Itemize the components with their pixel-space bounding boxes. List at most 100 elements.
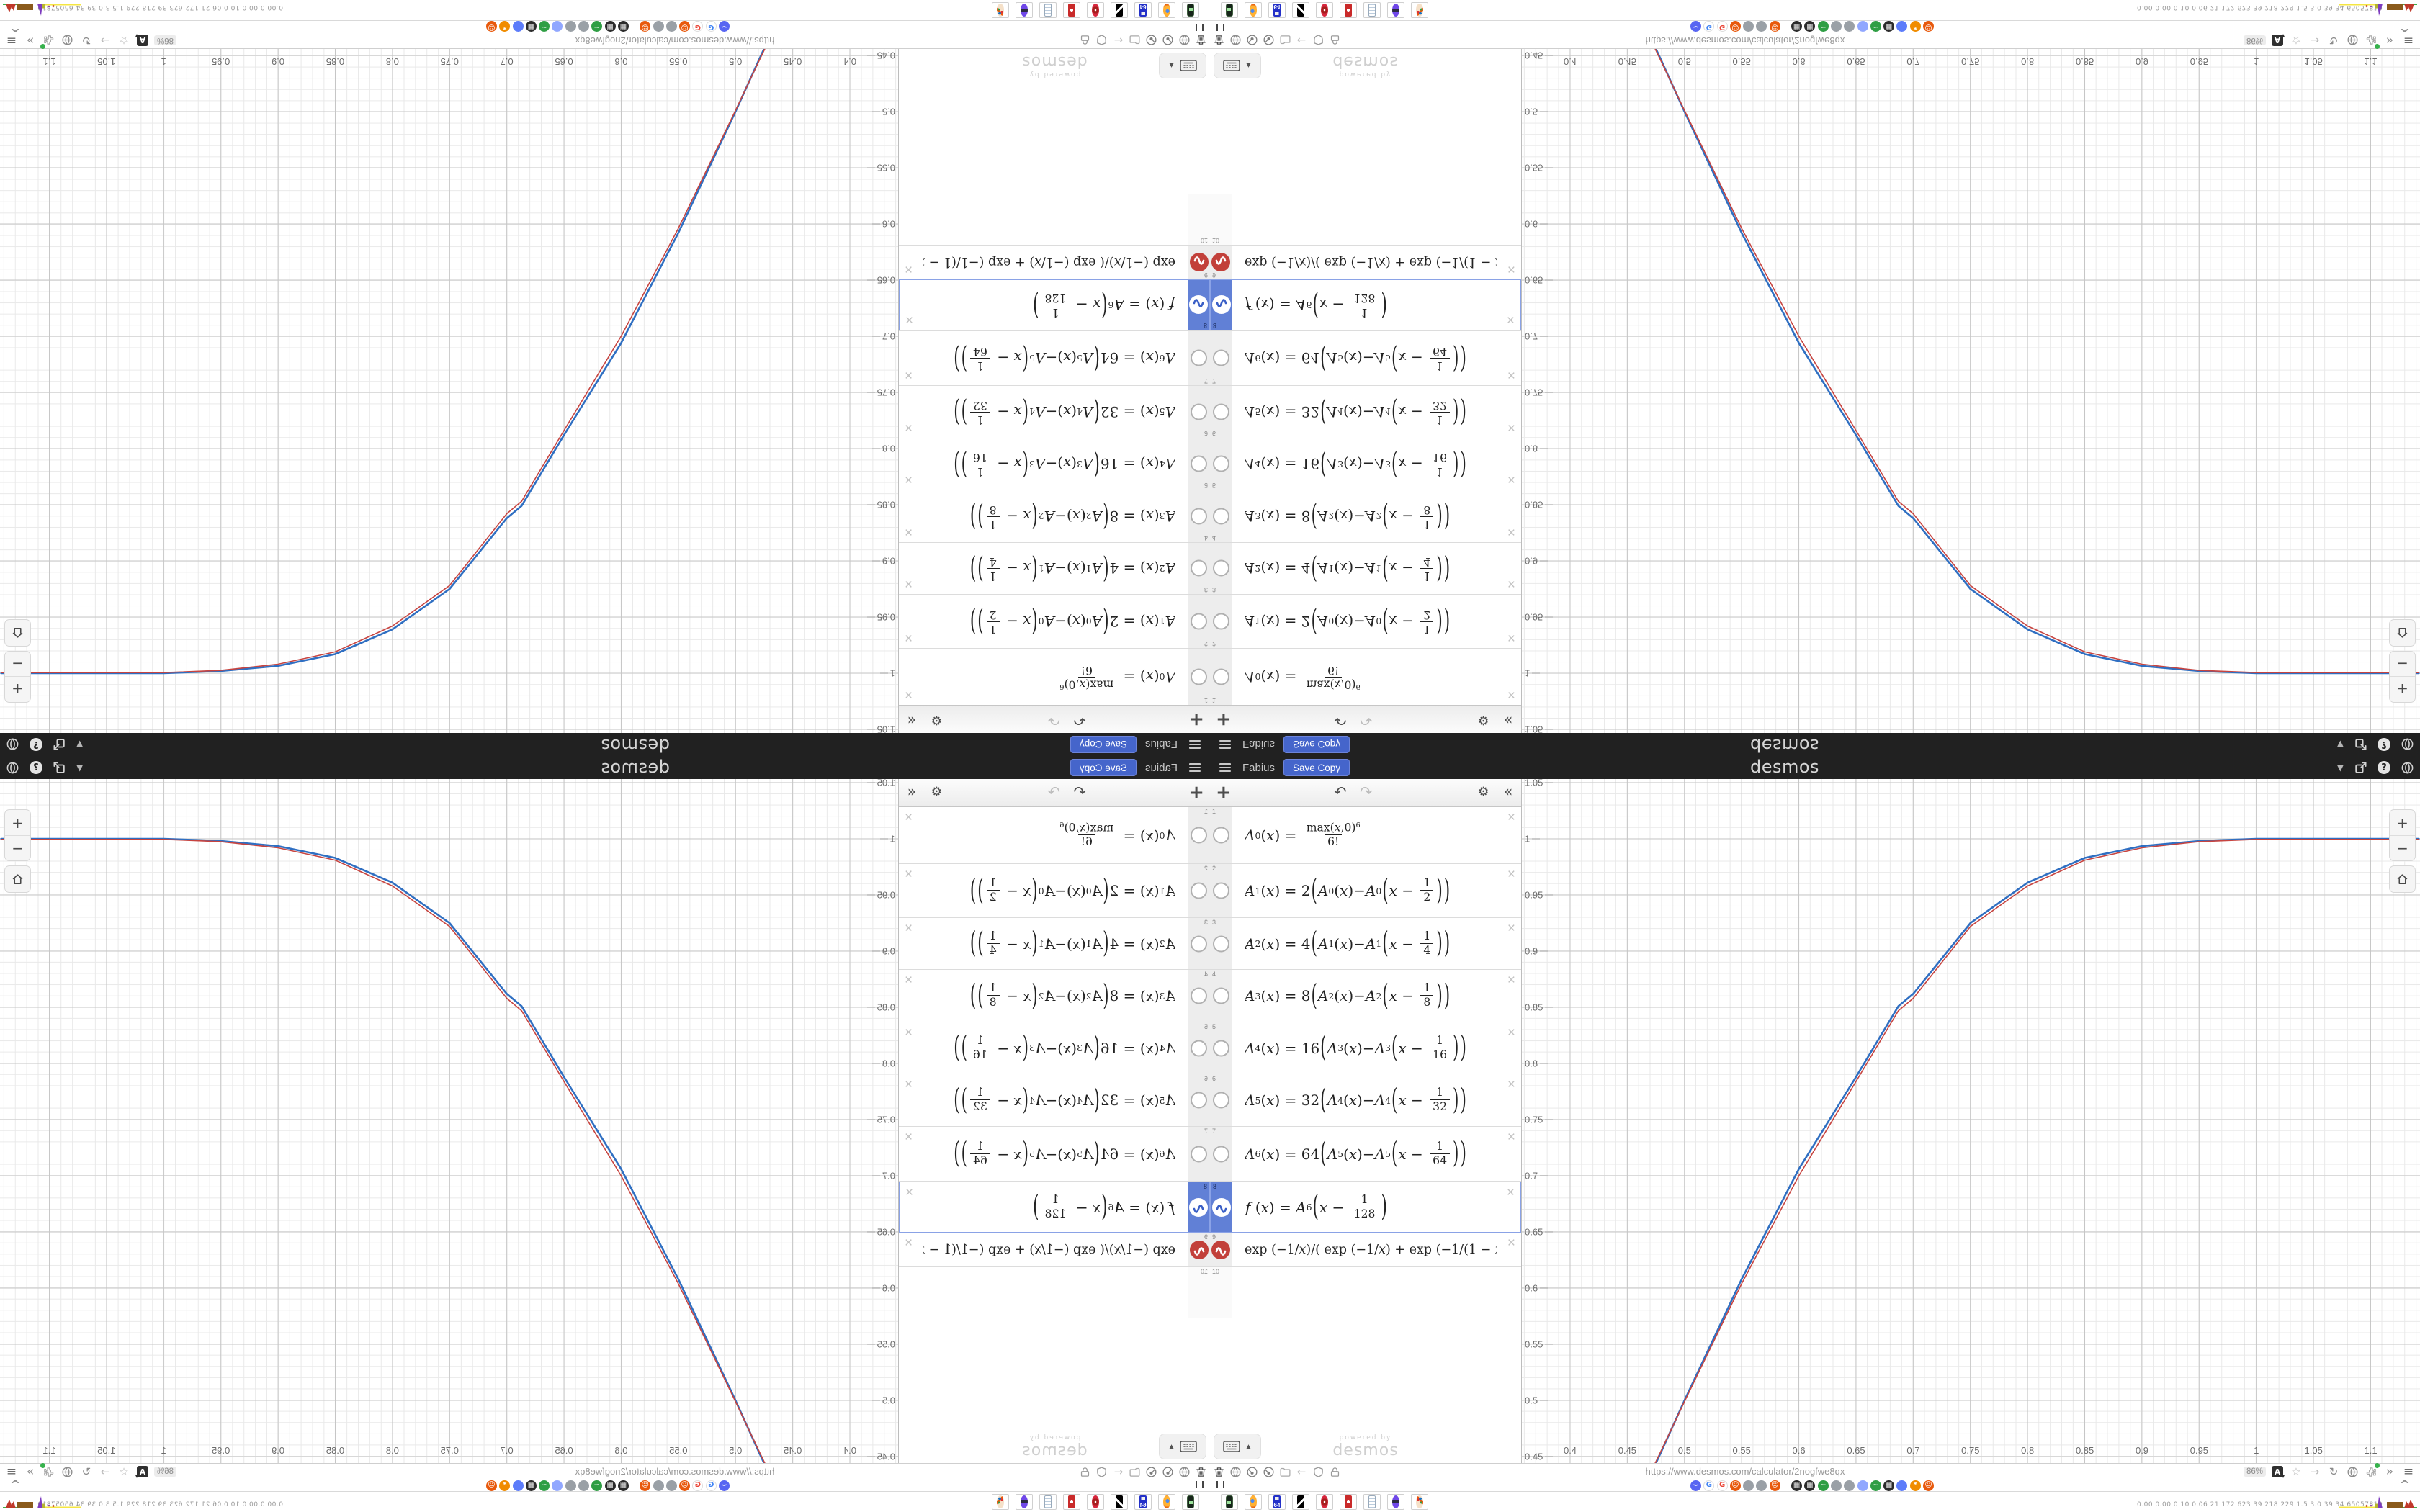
expression-math[interactable]: A 1(x) = 2(A 0(x)− A 0(x − 1 2)) bbox=[969, 604, 1175, 639]
globe-outline-icon[interactable] bbox=[2345, 33, 2360, 48]
tab-favicon[interactable]: ☺ bbox=[1923, 1480, 1935, 1491]
expression-row[interactable]: 2 A 1(x) = 2(A 0(x)− A 0(x − 1 2)) × bbox=[899, 594, 1210, 648]
tab-favicon[interactable] bbox=[578, 21, 590, 32]
expression-row[interactable]: 3 A 2(x) = 4(A 1(x)− A 1(x − 1 4)) × bbox=[899, 918, 1210, 970]
url-text[interactable]: https://www.desmos.com/calculator/2nogfw… bbox=[575, 35, 775, 46]
expression-math[interactable]: A 3(x) = 8(A 2(x)− A 2(x − 1 8)) bbox=[969, 499, 1175, 534]
curve[interactable] bbox=[0, 49, 788, 673]
trash-icon[interactable] bbox=[1211, 33, 1226, 48]
c64-floppy-icon[interactable]: 64 bbox=[1268, 2, 1286, 18]
tab-favicon[interactable]: ▦ bbox=[604, 1480, 616, 1491]
red-gear-circle-icon[interactable] bbox=[1087, 2, 1104, 18]
hidden-plot-circle-icon[interactable] bbox=[1191, 1040, 1207, 1056]
delete-expression-icon[interactable]: × bbox=[905, 1025, 913, 1040]
shield-icon[interactable] bbox=[1095, 1464, 1109, 1479]
expression-row[interactable]: 5 A 4(x) = 16(A 3(x)− A 3(x − 1 16)) × bbox=[1210, 438, 1521, 490]
expression-row[interactable]: 7 A 6(x) = 64(A 5(x)− A 5(x − 1 64)) × bbox=[1210, 1127, 1521, 1182]
expression-row[interactable]: 6 A 5(x) = 32(A 4(x)− A 4(x − 1 32)) × bbox=[1210, 385, 1521, 438]
puzzle-icon[interactable] bbox=[2364, 33, 2380, 49]
curve[interactable] bbox=[0, 49, 788, 675]
hidden-plot-circle-icon[interactable] bbox=[1213, 1092, 1229, 1109]
expression-row[interactable]: 6 A 5(x) = 32(A 4(x)− A 4(x − 1 32)) × bbox=[1210, 1074, 1521, 1127]
collapse-panel-button[interactable]: « bbox=[1504, 783, 1513, 800]
gauge-icon[interactable] bbox=[1245, 1464, 1259, 1479]
help-icon[interactable]: ? bbox=[2378, 761, 2390, 774]
globe-outline-icon[interactable] bbox=[1228, 1464, 1242, 1479]
expression-math[interactable]: f (x) = A 6(x − 1 128) bbox=[1033, 288, 1175, 322]
expression-math[interactable]: A 3(x) = 8(A 2(x)− A 2(x − 1 8)) bbox=[1245, 978, 1451, 1013]
delete-expression-icon[interactable]: × bbox=[1507, 687, 1515, 702]
red-gear-box-icon[interactable] bbox=[1063, 1494, 1080, 1510]
tab-favicon[interactable]: G bbox=[1703, 21, 1715, 32]
terminal-emulator-icon[interactable] bbox=[1182, 2, 1199, 18]
tab-favicon[interactable]: ▦ bbox=[1883, 21, 1895, 32]
save-copy-button[interactable]: Save Copy bbox=[1070, 736, 1137, 753]
tab-favicon[interactable]: ~ bbox=[1817, 1480, 1829, 1491]
expression-row[interactable]: 8 f (x) = A 6(x − 1 128) × bbox=[1210, 279, 1521, 330]
expression-row[interactable]: 10 bbox=[899, 194, 1210, 245]
c64-floppy-icon[interactable]: 64 bbox=[1134, 2, 1152, 18]
terminal-emulator-icon[interactable] bbox=[1221, 1494, 1238, 1510]
delete-expression-icon[interactable]: × bbox=[905, 367, 913, 382]
red-gear-circle-icon[interactable] bbox=[1316, 1494, 1333, 1510]
expression-row[interactable]: 10 bbox=[1210, 1267, 1521, 1318]
palette-icon[interactable] bbox=[1411, 2, 1428, 18]
tab-favicon[interactable]: ▦ bbox=[1804, 21, 1816, 32]
lock-icon[interactable] bbox=[1327, 1464, 1342, 1479]
palette-icon[interactable] bbox=[992, 1494, 1009, 1510]
delete-expression-icon[interactable]: × bbox=[1507, 524, 1515, 539]
delete-expression-icon[interactable]: × bbox=[905, 1236, 913, 1251]
delete-expression-icon[interactable]: × bbox=[1507, 867, 1515, 882]
globe-icon[interactable] bbox=[6, 738, 19, 752]
expression-row[interactable]: 1 A 0(x) = max(x,0)6 6! × bbox=[899, 807, 1210, 864]
tab-favicon[interactable] bbox=[552, 1480, 563, 1491]
redo-button[interactable]: ↷ bbox=[1360, 783, 1373, 801]
expression-row[interactable]: 4 A 3(x) = 8(A 2(x)− A 2(x − 1 8)) × bbox=[899, 490, 1210, 542]
terminal-emulator-icon[interactable] bbox=[1182, 1494, 1199, 1510]
delete-expression-icon[interactable]: × bbox=[905, 973, 913, 988]
chevron-down-icon[interactable]: ▼ bbox=[2336, 739, 2344, 750]
tab-favicon[interactable]: ▦ bbox=[617, 1480, 629, 1491]
tab-favicon[interactable]: ~ bbox=[1870, 21, 1881, 32]
tab-favicon[interactable]: ☺ bbox=[485, 1480, 497, 1491]
expression-row[interactable]: 5 A 4(x) = 16(A 3(x)− A 3(x − 1 16)) × bbox=[1210, 1022, 1521, 1074]
delete-expression-icon[interactable]: × bbox=[1507, 810, 1515, 825]
translate-icon[interactable]: A bbox=[2270, 1464, 2285, 1480]
puzzle-icon[interactable] bbox=[2364, 1463, 2380, 1479]
arrow-right-icon[interactable]: → bbox=[100, 1464, 110, 1478]
hidden-plot-circle-icon[interactable] bbox=[1191, 987, 1207, 1004]
wolf-icon[interactable] bbox=[1292, 1494, 1309, 1510]
curve[interactable] bbox=[1633, 837, 2420, 1463]
menu-icon[interactable]: ≡ bbox=[2403, 33, 2414, 48]
expression-math[interactable]: A 2(x) = 4(A 1(x)− A 1(x − 1 4)) bbox=[969, 927, 1175, 960]
expression-row[interactable]: 1 A 0(x) = max(x,0)6 6! × bbox=[899, 648, 1210, 705]
hidden-plot-circle-icon[interactable] bbox=[1191, 560, 1207, 577]
expression-math[interactable]: A 0(x) = max(x,0)6 6! bbox=[1245, 821, 1361, 849]
shield-icon[interactable] bbox=[1311, 33, 1325, 48]
tab-favicon[interactable]: G bbox=[1716, 1480, 1728, 1491]
chevrons-icon[interactable]: » bbox=[2385, 1464, 2394, 1479]
expression-row[interactable]: 7 A 6(x) = 64(A 5(x)− A 5(x − 1 64)) × bbox=[1210, 330, 1521, 385]
delete-expression-icon[interactable]: × bbox=[1507, 973, 1515, 988]
share-icon[interactable] bbox=[2354, 738, 2367, 752]
tab-favicon[interactable]: ☺ bbox=[1769, 21, 1780, 32]
tab-favicon[interactable]: ~ bbox=[1817, 21, 1829, 32]
tab-favicon[interactable] bbox=[1743, 21, 1754, 32]
star-icon[interactable]: ☆ bbox=[119, 1464, 129, 1478]
expression-math[interactable]: A 5(x) = 32(A 4(x)− A 4(x − 1 32)) bbox=[1245, 1083, 1466, 1117]
expression-math[interactable]: A 5(x) = 32(A 4(x)− A 4(x − 1 32)) bbox=[1245, 395, 1466, 429]
curve-style-icon[interactable] bbox=[1211, 1240, 1230, 1259]
expression-math[interactable]: A 4(x) = 16(A 3(x)− A 3(x − 1 16)) bbox=[954, 1031, 1175, 1065]
delete-expression-icon[interactable]: × bbox=[905, 472, 913, 487]
globe-icon[interactable] bbox=[2401, 738, 2414, 752]
hidden-plot-circle-icon[interactable] bbox=[1213, 403, 1229, 420]
tab-favicon[interactable] bbox=[1756, 21, 1767, 32]
delete-expression-icon[interactable]: × bbox=[905, 1077, 913, 1092]
expression-row[interactable]: 6 A 5(x) = 32(A 4(x)− A 4(x − 1 32)) × bbox=[899, 385, 1210, 438]
menu-icon[interactable]: ≡ bbox=[2403, 1464, 2414, 1479]
expression-row[interactable]: 5 A 4(x) = 16(A 3(x)− A 3(x − 1 16)) × bbox=[899, 438, 1210, 490]
zoom-out-button[interactable]: − bbox=[2390, 835, 2415, 860]
save-copy-button[interactable]: Save Copy bbox=[1070, 759, 1137, 776]
zoom-in-button[interactable]: + bbox=[2396, 814, 2408, 832]
hidden-plot-circle-icon[interactable] bbox=[1213, 882, 1229, 899]
